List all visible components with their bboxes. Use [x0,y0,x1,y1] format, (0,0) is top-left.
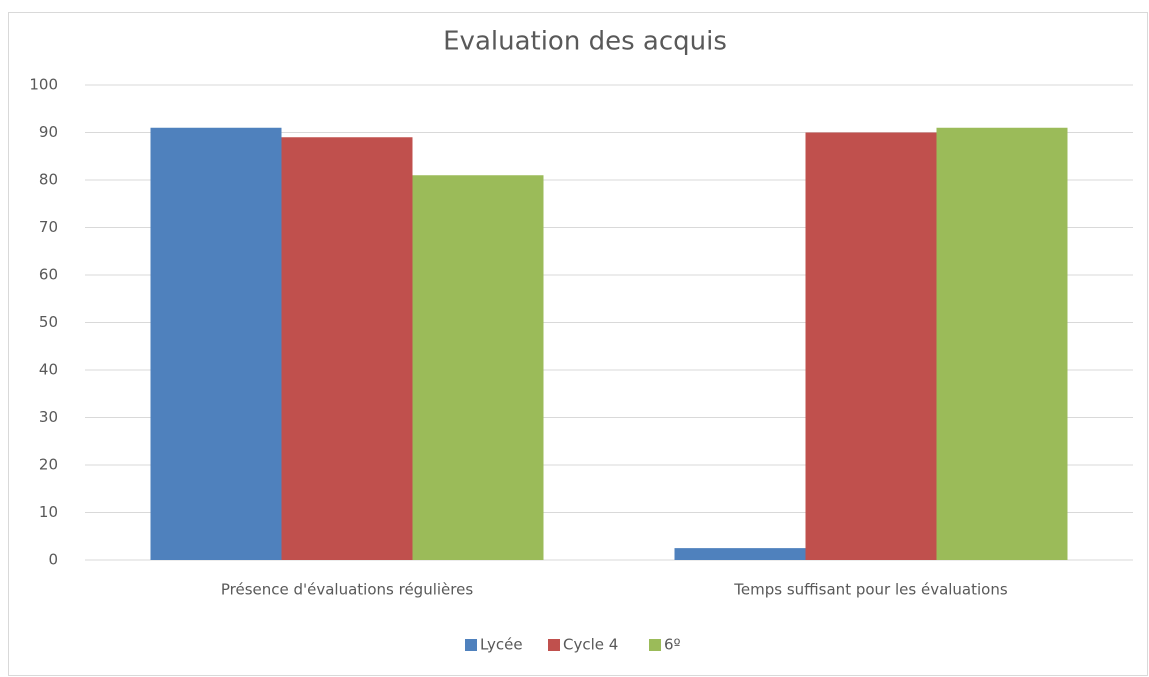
chart-title: Evaluation des acquis [443,27,727,57]
bar [805,132,937,560]
legend-swatch [649,639,661,651]
x-tick-label: Présence d'évaluations régulières [221,581,473,599]
y-tick-label: 40 [39,361,58,379]
y-tick-label: 60 [39,266,58,284]
y-tick-label: 100 [29,76,58,94]
y-tick-label: 80 [39,171,58,189]
y-tick-label: 20 [39,456,58,474]
bar [674,548,806,560]
legend-label: Lycée [480,636,523,654]
legend-label: Cycle 4 [563,636,618,654]
legend-label: 6º [664,636,681,654]
y-tick-label: 0 [48,551,58,569]
y-tick-label: 50 [39,313,58,331]
legend-swatch [548,639,560,651]
y-tick-label: 70 [39,218,58,236]
bar [281,137,413,560]
legend-swatch [465,639,477,651]
bar [936,127,1068,560]
y-tick-label: 90 [39,123,58,141]
bar [412,175,544,560]
bar [150,127,282,560]
y-tick-label: 10 [39,503,58,521]
x-tick-label: Temps suffisant pour les évaluations [733,581,1008,599]
y-tick-label: 30 [39,408,58,426]
